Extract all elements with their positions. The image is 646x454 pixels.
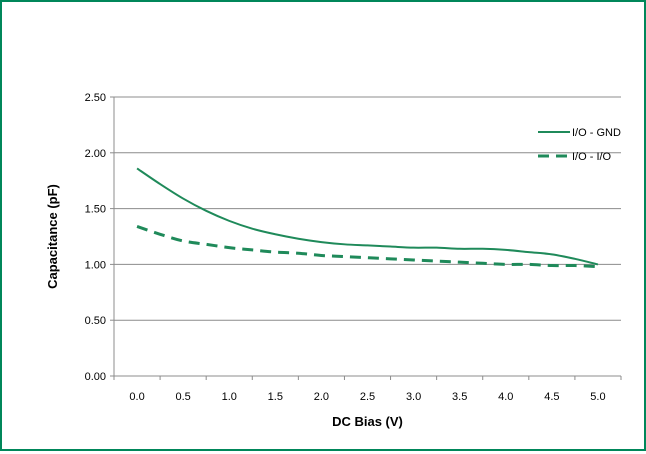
x-tick-label: 1.0 xyxy=(222,391,237,403)
legend: I/O - GND I/O - I/O xyxy=(538,127,621,163)
x-tick-label: 5.0 xyxy=(590,391,605,403)
y-tick-label: 2.00 xyxy=(85,148,106,160)
x-tick-label: 3.5 xyxy=(452,391,467,403)
line-chart: 0.00 0.50 1.00 1.50 2.00 2.50 0.0 0.5 1.0 1.5 2.0 2… xyxy=(45,92,622,429)
y-tick-label: 2.50 xyxy=(85,92,106,104)
x-tick-label: 3.0 xyxy=(406,391,421,403)
y-tick-label: 0.50 xyxy=(85,315,106,327)
y-axis-title: Capacitance (pF) xyxy=(45,184,60,289)
x-axis-title: DC Bias (V) xyxy=(332,414,403,429)
x-tick-label: 4.0 xyxy=(498,391,513,403)
x-tick-label: 4.5 xyxy=(544,391,559,403)
tick-labels: 0.00 0.50 1.00 1.50 2.00 2.50 0.0 0.5 1.0 1.5 2.0 2… xyxy=(85,92,622,403)
legend-label-2: I/O - I/O xyxy=(572,151,612,163)
x-tick-label: 0.0 xyxy=(129,391,144,403)
x-tick-label: 0.5 xyxy=(175,391,190,403)
x-tick-label: 2.0 xyxy=(314,391,329,403)
legend-label-1: I/O - GND xyxy=(572,127,621,139)
gridlines xyxy=(114,96,621,321)
y-tick-label: 0.00 xyxy=(85,371,106,383)
series-line-2 xyxy=(136,225,599,269)
x-tick-label: 2.5 xyxy=(360,391,375,403)
y-tick-label: 1.50 xyxy=(85,204,106,216)
axes xyxy=(113,97,621,377)
series-lines xyxy=(136,167,599,269)
x-tick-label: 1.5 xyxy=(268,391,283,403)
series-line-1 xyxy=(136,167,599,266)
y-tick-label: 1.00 xyxy=(85,259,106,271)
